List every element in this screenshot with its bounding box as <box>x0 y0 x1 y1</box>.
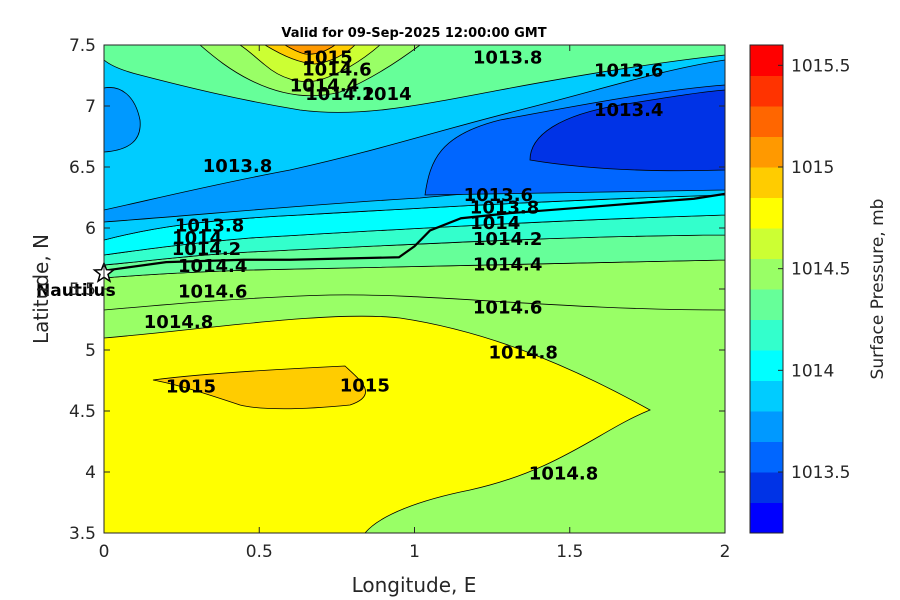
contour-label: 1015 <box>340 375 390 396</box>
contour-fill <box>104 45 725 533</box>
band-1013-4-inner <box>529 89 725 172</box>
x-tick-label: 2 <box>720 542 731 562</box>
contour-label: 1014.2 <box>172 239 241 260</box>
colorbar-swatch <box>750 380 783 412</box>
chart-title: Valid for 09-Sep-2025 12:00:00 GMT <box>281 26 546 41</box>
colorbar-frame <box>749 44 784 534</box>
station-label: Nautilus <box>36 281 116 301</box>
colorbar-tick-label: 1014.5 <box>791 260 850 280</box>
contour-label: 1013.4 <box>594 100 663 121</box>
x-tick-label: 1.5 <box>556 542 583 562</box>
colorbar-swatch <box>750 228 783 259</box>
contour-label: 1014.8 <box>488 343 557 364</box>
contour-label: 1014 <box>362 84 412 105</box>
band-1014-8 <box>104 315 651 533</box>
y-tick-label: 3.5 <box>69 524 96 544</box>
colorbar-swatch <box>750 411 783 442</box>
y-tick-label: 4.5 <box>69 402 96 422</box>
ship-track-line <box>104 192 725 272</box>
band-1015-blob <box>152 365 366 410</box>
x-axis: 0 0.5 1 1.5 2 <box>99 45 731 562</box>
contour-label: 1014.6 <box>302 60 371 81</box>
colorbar-swatch <box>750 472 783 503</box>
colorbar-ticks: 1013.5 1014 1014.5 1015 1015.5 <box>778 56 850 483</box>
band-west-patch <box>104 87 141 153</box>
colorbar-swatch <box>750 197 783 229</box>
contour-label: 1014 <box>470 213 520 234</box>
colorbar-swatch <box>750 502 783 534</box>
x-tick-label: 0 <box>99 542 110 562</box>
contour-label: 1015 <box>166 377 216 398</box>
y-tick-label: 7 <box>85 97 96 117</box>
y-tick-label: 5.5 <box>69 280 96 300</box>
colorbar-swatch <box>750 75 783 107</box>
colorbar-tick-label: 1015 <box>791 158 834 178</box>
contour-labels: 10151014.61014.41014.210141013.81013.610… <box>144 47 664 484</box>
contour-label: 1014.6 <box>178 282 247 303</box>
colorbar-swatch <box>750 350 783 381</box>
y-axis-label: Latitude, N <box>29 234 53 344</box>
y-tick-label: 7.5 <box>69 36 96 56</box>
contour-label: 1014.4 <box>473 255 542 276</box>
colorbar-tick-label: 1015.5 <box>791 56 850 76</box>
colorbar-swatch <box>750 167 783 198</box>
y-tick-label: 6 <box>85 219 96 239</box>
colorbar-swatch <box>750 136 783 168</box>
contour-label: 1014.8 <box>529 463 598 484</box>
contour-label: 1014.4 <box>178 256 247 277</box>
contour-label: 1013.8 <box>175 216 244 237</box>
colorbar-swatch <box>750 106 783 137</box>
contour-label: 1014 <box>172 228 222 249</box>
x-tick-label: 0.5 <box>246 542 273 562</box>
colorbar-tick-label: 1014 <box>791 361 834 381</box>
contour-label: 1013.8 <box>470 197 539 218</box>
contour-label: 1014.2 <box>305 84 374 105</box>
colorbar-swatch <box>750 441 783 473</box>
contour-label: 1014.2 <box>473 229 542 250</box>
contour-label: 1015 <box>303 47 353 68</box>
colorbar-swatch <box>750 45 783 76</box>
contour-label: 1014.4 <box>290 75 359 96</box>
contour-label: 1014.6 <box>473 297 542 318</box>
x-tick-label: 1 <box>409 542 420 562</box>
y-tick-label: 4 <box>85 463 96 483</box>
colorbar-tick-label: 1013.5 <box>791 463 850 483</box>
colorbar <box>750 45 783 534</box>
contour-label: 1013.6 <box>594 61 663 82</box>
band-north-orange <box>284 45 336 55</box>
contour-label: 1013.8 <box>203 156 272 177</box>
colorbar-swatch <box>750 319 783 351</box>
colorbar-swatch <box>750 289 783 320</box>
contour-label: 1013.8 <box>473 47 542 68</box>
colorbar-swatch <box>750 258 783 290</box>
y-tick-label: 6.5 <box>69 158 96 178</box>
contour-label: 1014.8 <box>144 312 213 333</box>
contour-label: 1013.6 <box>464 185 533 206</box>
y-tick-label: 5 <box>85 341 96 361</box>
colorbar-label: Surface Pressure, mb <box>868 199 888 380</box>
y-axis: 3.5 4 4.5 5 5.5 6 6.5 7 7.5 <box>69 36 725 544</box>
x-axis-label: Longitude, E <box>352 573 477 597</box>
